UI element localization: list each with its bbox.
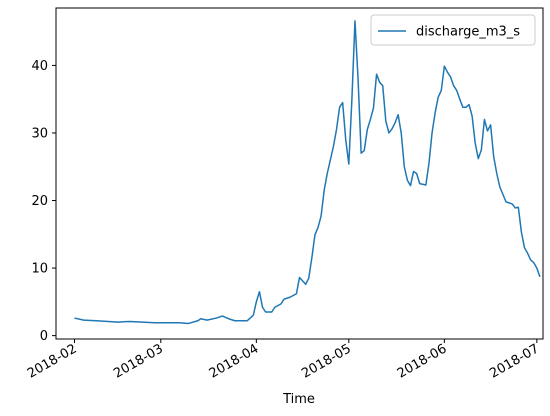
x-tick-label: 2018-07 (487, 341, 542, 381)
plot-area (55, 7, 544, 340)
series-line-0 (74, 20, 541, 325)
legend-label: discharge_m3_s (416, 25, 520, 40)
plot-frame (55, 7, 544, 340)
legend-box (370, 14, 536, 46)
y-tick-label: 30 (31, 126, 48, 141)
legend: discharge_m3_s (370, 14, 536, 46)
y-tick-label: 0 (40, 329, 48, 344)
x-axis-title: Time (282, 392, 315, 407)
y-tick-label: 20 (31, 194, 48, 209)
series-layer (74, 20, 541, 325)
x-tick-label: 2018-03 (111, 341, 166, 381)
x-tick-label: 2018-05 (299, 341, 354, 381)
x-tick-label: 2018-02 (25, 341, 80, 381)
x-tick-label: 2018-06 (395, 341, 450, 381)
x-axis: 2018-02 2018-03 2018-04 2018-05 2018-06 2018-… (25, 339, 542, 382)
x-tick-label: 2018-04 (207, 341, 262, 381)
y-axis: 0 10 20 30 40 (31, 59, 56, 344)
y-tick-label: 10 (31, 262, 48, 277)
y-tick-label: 40 (31, 59, 48, 74)
